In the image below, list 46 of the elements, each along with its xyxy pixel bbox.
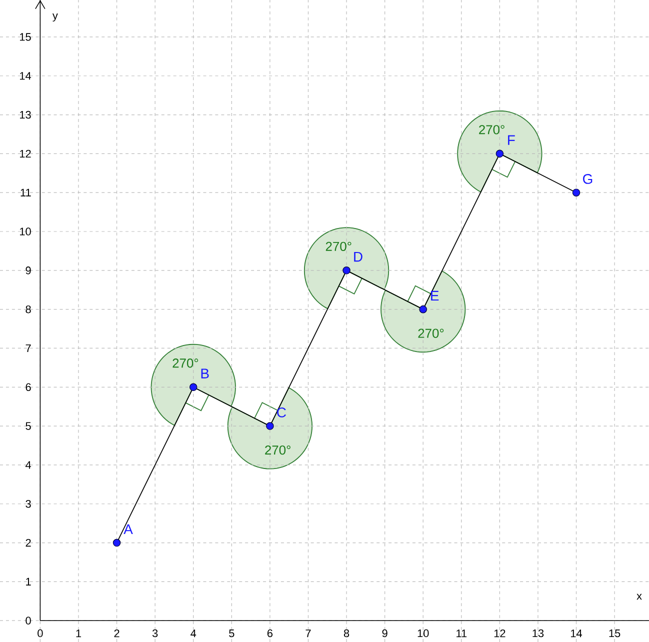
y-tick-label: 12 [20, 150, 31, 158]
y-tick-label: 10 [20, 228, 31, 236]
annotation: G [583, 174, 592, 184]
x-tick-label: 1 [76, 630, 82, 638]
x-axis-title: x [636, 594, 642, 600]
y-tick-label: 6 [26, 383, 31, 392]
y-tick-label: 14 [20, 72, 32, 80]
annotation: B [201, 368, 209, 378]
x-tick-label: 2 [114, 630, 120, 638]
x-tick-label: 9 [382, 629, 388, 638]
annotation: F [508, 135, 515, 145]
x-tick-label: 12 [494, 630, 506, 638]
x-tick-label: 0 [38, 629, 43, 638]
x-tick-label: 3 [152, 629, 158, 638]
y-tick-label: 13 [20, 110, 31, 119]
y-axis-title: y [52, 13, 58, 22]
annotation: 270° [326, 242, 352, 251]
x-tick-label: 4 [190, 630, 196, 638]
y-tick-label: 4 [26, 461, 32, 469]
annotation: 270° [418, 328, 444, 338]
x-tick-label: 8 [344, 629, 350, 638]
y-tick-label: 11 [20, 188, 31, 196]
x-tick-label: 14 [570, 630, 582, 638]
annotation: 270° [172, 358, 198, 368]
y-tick-label: 7 [26, 344, 31, 352]
x-tick-label: 13 [532, 629, 544, 638]
y-tick-label: 3 [26, 500, 31, 508]
annotation: 270° [479, 125, 504, 134]
annotation: A [124, 524, 133, 534]
y-tick-label: 9 [26, 266, 31, 274]
x-tick-label: 5 [229, 630, 234, 638]
y-tick-label: 5 [26, 422, 31, 430]
annotation: D [354, 252, 362, 262]
y-tick-label: 8 [26, 305, 31, 314]
x-tick-label: 15 [609, 630, 620, 638]
y-tick-label: 2 [26, 538, 31, 547]
x-tick-label: 11 [456, 630, 467, 638]
annotation: E [431, 290, 439, 300]
y-tick-label: 0 [26, 616, 31, 624]
y-tick-label: 1 [26, 578, 31, 586]
annotation: 270° [265, 445, 290, 455]
y-tick-label: 15 [20, 33, 31, 41]
annotation: C [277, 407, 286, 418]
x-tick-label: 7 [306, 630, 311, 638]
x-tick-label: 10 [418, 629, 429, 638]
x-tick-label: 6 [267, 629, 273, 638]
